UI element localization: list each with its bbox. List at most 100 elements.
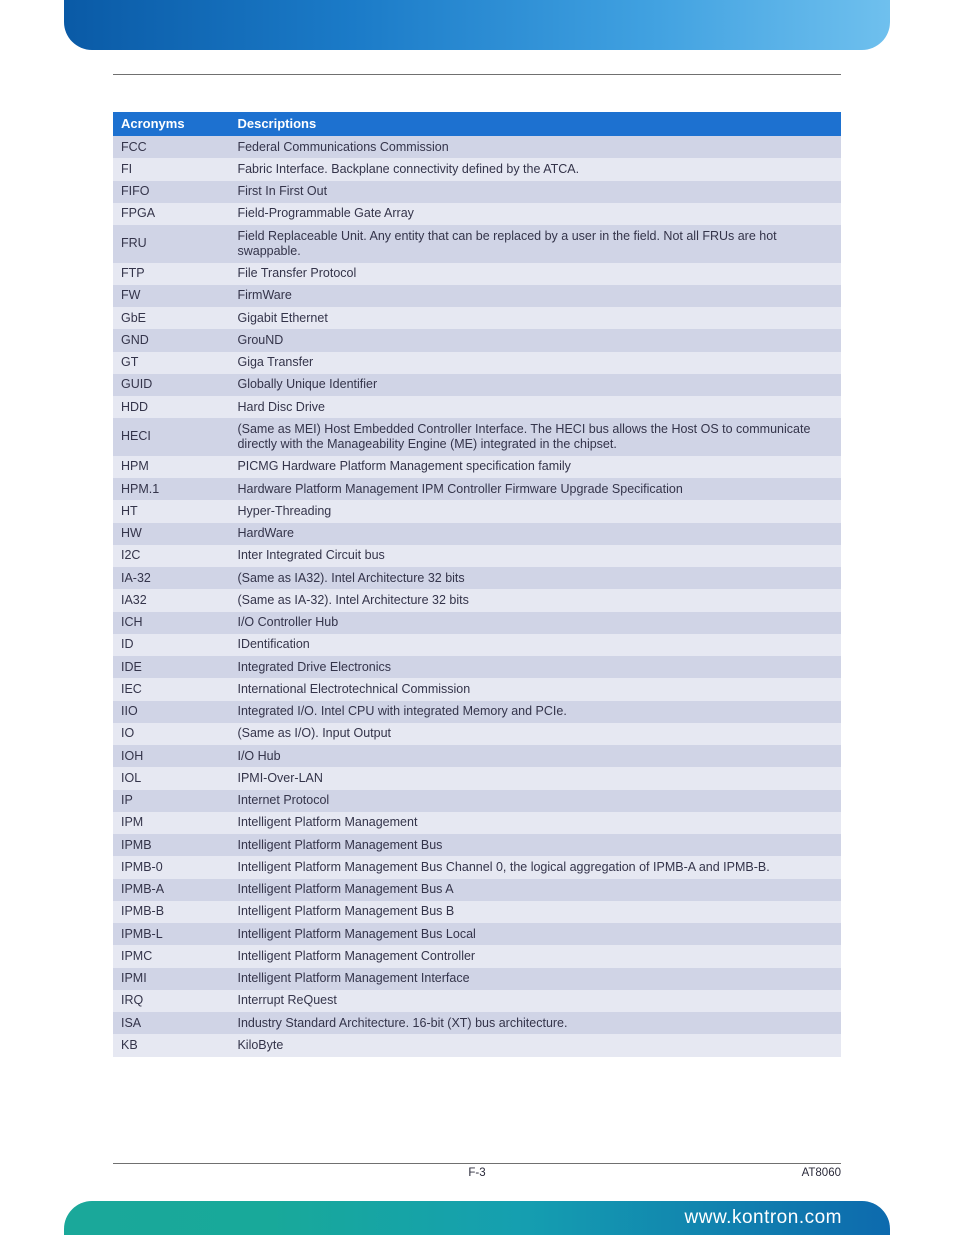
top-banner (64, 0, 890, 50)
description-cell: Intelligent Platform Management Controll… (229, 945, 841, 967)
acronym-cell: IP (113, 790, 229, 812)
description-cell: I/O Controller Hub (229, 612, 841, 634)
description-cell: Inter Integrated Circuit bus (229, 545, 841, 567)
table-row: IDEIntegrated Drive Electronics (113, 656, 841, 678)
acronym-cell: IA-32 (113, 567, 229, 589)
header-rule (113, 74, 841, 75)
table-row: IPMIntelligent Platform Management (113, 812, 841, 834)
description-cell: PICMG Hardware Platform Management speci… (229, 456, 841, 478)
acronym-cell: HECI (113, 418, 229, 456)
acronym-cell: IPMB-B (113, 901, 229, 923)
table-row: HWHardWare (113, 523, 841, 545)
table-row: GNDGrouND (113, 329, 841, 351)
acronym-cell: IPMI (113, 968, 229, 990)
acronym-cell: FW (113, 285, 229, 307)
acronym-cell: ICH (113, 612, 229, 634)
description-cell: IDentification (229, 634, 841, 656)
description-cell: Hard Disc Drive (229, 396, 841, 418)
description-cell: Globally Unique Identifier (229, 374, 841, 396)
table-row: IA-32(Same as IA32). Intel Architecture … (113, 567, 841, 589)
column-header-acronyms: Acronyms (113, 112, 229, 136)
description-cell: Hardware Platform Management IPM Control… (229, 478, 841, 500)
acronym-cell: IPMB (113, 834, 229, 856)
acronym-cell: IA32 (113, 589, 229, 611)
page-footer: AT8060 F-3 AT8060 (113, 1163, 841, 1179)
acronym-cell: KB (113, 1034, 229, 1056)
column-header-descriptions: Descriptions (229, 112, 841, 136)
description-cell: Industry Standard Architecture. 16-bit (… (229, 1012, 841, 1034)
table-row: FPGAField-Programmable Gate Array (113, 203, 841, 225)
description-cell: (Same as IA-32). Intel Architecture 32 b… (229, 589, 841, 611)
description-cell: Intelligent Platform Management (229, 812, 841, 834)
description-cell: Gigabit Ethernet (229, 307, 841, 329)
description-cell: Intelligent Platform Management Bus B (229, 901, 841, 923)
acronym-cell: IDE (113, 656, 229, 678)
acronym-cell: IPMB-A (113, 879, 229, 901)
acronym-cell: HW (113, 523, 229, 545)
acronym-cell: HPM.1 (113, 478, 229, 500)
acronym-cell: FTP (113, 263, 229, 285)
table-row: FTPFile Transfer Protocol (113, 263, 841, 285)
acronym-cell: FPGA (113, 203, 229, 225)
table-row: IPMB-0Intelligent Platform Management Bu… (113, 856, 841, 878)
content-area: Acronyms Descriptions FCCFederal Communi… (113, 112, 841, 1057)
footer-url: www.kontron.com (685, 1207, 842, 1229)
acronym-cell: IPM (113, 812, 229, 834)
description-cell: Integrated Drive Electronics (229, 656, 841, 678)
table-row: FIFabric Interface. Backplane connectivi… (113, 158, 841, 180)
table-row: IPMB-AIntelligent Platform Management Bu… (113, 879, 841, 901)
acronym-cell: IO (113, 723, 229, 745)
table-row: IO(Same as I/O). Input Output (113, 723, 841, 745)
table-row: GbEGigabit Ethernet (113, 307, 841, 329)
description-cell: Hyper-Threading (229, 500, 841, 522)
description-cell: Intelligent Platform Management Bus (229, 834, 841, 856)
description-cell: Intelligent Platform Management Bus Loca… (229, 923, 841, 945)
table-row: IECInternational Electrotechnical Commis… (113, 678, 841, 700)
description-cell: International Electrotechnical Commissio… (229, 678, 841, 700)
acronym-cell: IPMC (113, 945, 229, 967)
table-row: IPInternet Protocol (113, 790, 841, 812)
description-cell: FirmWare (229, 285, 841, 307)
acronym-cell: ISA (113, 1012, 229, 1034)
table-row: HDDHard Disc Drive (113, 396, 841, 418)
description-cell: Fabric Interface. Backplane connectivity… (229, 158, 841, 180)
table-row: IPMCIntelligent Platform Management Cont… (113, 945, 841, 967)
acronym-cell: GT (113, 352, 229, 374)
description-cell: I/O Hub (229, 745, 841, 767)
description-cell: Field Replaceable Unit. Any entity that … (229, 225, 841, 263)
description-cell: Intelligent Platform Management Bus A (229, 879, 841, 901)
table-row: FWFirmWare (113, 285, 841, 307)
table-row: ISAIndustry Standard Architecture. 16-bi… (113, 1012, 841, 1034)
acronym-cell: FRU (113, 225, 229, 263)
description-cell: IPMI-Over-LAN (229, 767, 841, 789)
acronyms-table: Acronyms Descriptions FCCFederal Communi… (113, 112, 841, 1057)
acronym-cell: IOH (113, 745, 229, 767)
description-cell: GrouND (229, 329, 841, 351)
table-row: HPM.1Hardware Platform Management IPM Co… (113, 478, 841, 500)
acronym-cell: IOL (113, 767, 229, 789)
table-row: KBKiloByte (113, 1034, 841, 1056)
acronym-cell: FI (113, 158, 229, 180)
table-row: I2CInter Integrated Circuit bus (113, 545, 841, 567)
acronym-cell: IEC (113, 678, 229, 700)
table-row: FIFOFirst In First Out (113, 181, 841, 203)
acronym-cell: HDD (113, 396, 229, 418)
description-cell: Federal Communications Commission (229, 136, 841, 158)
description-cell: KiloByte (229, 1034, 841, 1056)
table-row: IRQInterrupt ReQuest (113, 990, 841, 1012)
table-row: FRUField Replaceable Unit. Any entity th… (113, 225, 841, 263)
table-row: IPMB-LIntelligent Platform Management Bu… (113, 923, 841, 945)
table-row: GUIDGlobally Unique Identifier (113, 374, 841, 396)
table-row: FCCFederal Communications Commission (113, 136, 841, 158)
description-cell: Intelligent Platform Management Bus Chan… (229, 856, 841, 878)
description-cell: First In First Out (229, 181, 841, 203)
table-row: IOLIPMI-Over-LAN (113, 767, 841, 789)
description-cell: (Same as IA32). Intel Architecture 32 bi… (229, 567, 841, 589)
acronym-cell: I2C (113, 545, 229, 567)
table-row: GTGiga Transfer (113, 352, 841, 374)
table-row: IPMIIntelligent Platform Management Inte… (113, 968, 841, 990)
acronym-cell: FCC (113, 136, 229, 158)
acronym-cell: FIFO (113, 181, 229, 203)
description-cell: (Same as I/O). Input Output (229, 723, 841, 745)
description-cell: Internet Protocol (229, 790, 841, 812)
